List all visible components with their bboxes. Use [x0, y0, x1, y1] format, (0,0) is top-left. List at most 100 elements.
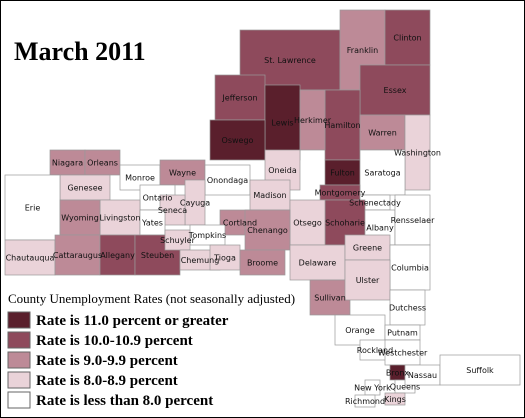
county-label: Fulton — [330, 169, 355, 178]
county-layer: St. Lawrence Franklin Clinton Jefferson Lewi… — [4, 9, 521, 408]
county — [54, 234, 101, 276]
county — [289, 199, 326, 246]
county-label: Kings — [384, 395, 406, 404]
county-label: Greene — [353, 244, 382, 253]
county-label: Orleans — [87, 159, 118, 168]
county — [59, 199, 101, 236]
county-label: Orange — [345, 326, 375, 335]
county-label: Onondaga — [207, 176, 248, 185]
county-label: Chemung — [181, 256, 220, 265]
county — [239, 249, 286, 276]
county-label: Schuyler — [160, 236, 195, 245]
legend-swatch — [7, 371, 31, 389]
county — [404, 114, 431, 191]
county — [209, 244, 241, 271]
county-label: Yates — [141, 219, 163, 228]
county-label: Cortland — [223, 219, 257, 228]
legend-swatch — [7, 331, 31, 349]
county — [384, 339, 421, 366]
county-label: Lewis — [271, 119, 293, 128]
county — [359, 114, 406, 151]
county-label: Hamilton — [324, 121, 360, 130]
county-label: Ontario — [143, 194, 173, 203]
county-label: Dutchess — [389, 304, 426, 313]
county-label: Montgomery — [315, 189, 366, 198]
county — [439, 354, 521, 386]
county-label: Steuben — [141, 251, 174, 260]
county — [209, 119, 266, 161]
county-label: Chautauqua — [6, 254, 55, 263]
county — [244, 209, 291, 251]
legend-label: Rate is 11.0 percent or greater — [36, 313, 229, 329]
county — [299, 89, 326, 151]
county — [4, 174, 61, 241]
county — [249, 179, 291, 211]
county-label: Livingston — [99, 214, 140, 223]
county — [344, 234, 391, 261]
county — [324, 159, 361, 186]
county-label: Genesee — [67, 184, 102, 193]
county-label: St. Lawrence — [264, 56, 316, 65]
county-label: Tioga — [213, 254, 236, 263]
county-label: Herkimer — [294, 116, 332, 125]
county-label: Bronx — [386, 369, 410, 378]
county — [384, 392, 406, 406]
county-label: Allegany — [100, 251, 135, 260]
legend-swatch — [7, 311, 31, 329]
county — [99, 234, 136, 276]
county-label: Schenectady — [349, 199, 401, 208]
county-label: Putnam — [387, 329, 418, 338]
county — [84, 149, 121, 176]
legend-label: Rate is less than 8.0 percent — [36, 393, 213, 409]
county-label: Oneida — [268, 166, 297, 175]
legend-swatch — [7, 391, 31, 409]
county — [99, 199, 141, 236]
county-label: Wayne — [169, 169, 196, 178]
county — [309, 279, 351, 316]
county-label: Queens — [390, 383, 420, 392]
county — [264, 84, 301, 161]
county-label: Chenango — [247, 226, 288, 235]
county-label: Rockland — [357, 346, 393, 355]
county — [359, 149, 406, 196]
county-label: Cayuga — [180, 199, 210, 208]
county-label: Westchester — [378, 349, 428, 358]
legend-label: Rate is 8.0-8.9 percent — [36, 373, 178, 389]
county-label: Sullivan — [314, 294, 346, 303]
county-label: Saratoga — [364, 169, 400, 178]
county — [4, 239, 56, 276]
legend-label: Rate is 9.0-9.9 percent — [36, 353, 178, 369]
county-label: Richmond — [345, 397, 385, 406]
county-label: Albany — [366, 224, 394, 233]
county-label: Niagara — [52, 159, 83, 168]
county-label: Seneca — [158, 206, 187, 215]
county-label: Tompkins — [188, 231, 226, 240]
county-label: Ulster — [356, 276, 380, 285]
county — [344, 259, 391, 301]
legend-swatch — [7, 351, 31, 369]
county-label: Nassau — [408, 371, 437, 380]
county-label: Otsego — [293, 219, 322, 228]
county-label: Monroe — [125, 174, 155, 183]
legend: County Unemployment Rates (not seasonall… — [7, 291, 295, 409]
county — [164, 229, 191, 251]
county-label: Suffolk — [466, 366, 494, 375]
county-label: Wyoming — [61, 214, 99, 223]
county-label: Madison — [253, 191, 286, 200]
county-label: Franklin — [347, 46, 378, 55]
county — [384, 9, 431, 66]
legend-title: County Unemployment Rates (not seasonall… — [8, 291, 295, 306]
county-label: Columbia — [391, 264, 429, 273]
county — [139, 209, 166, 236]
county-label: Oswego — [222, 136, 254, 145]
county-label: Cattaraugus — [53, 251, 102, 260]
county — [394, 194, 431, 246]
map-title: March 2011 — [14, 37, 146, 66]
county-label: New York — [354, 384, 391, 393]
county-label: Clinton — [393, 34, 421, 43]
county-label: Essex — [384, 86, 407, 95]
county — [354, 394, 376, 408]
county — [289, 244, 346, 281]
county — [389, 289, 426, 326]
